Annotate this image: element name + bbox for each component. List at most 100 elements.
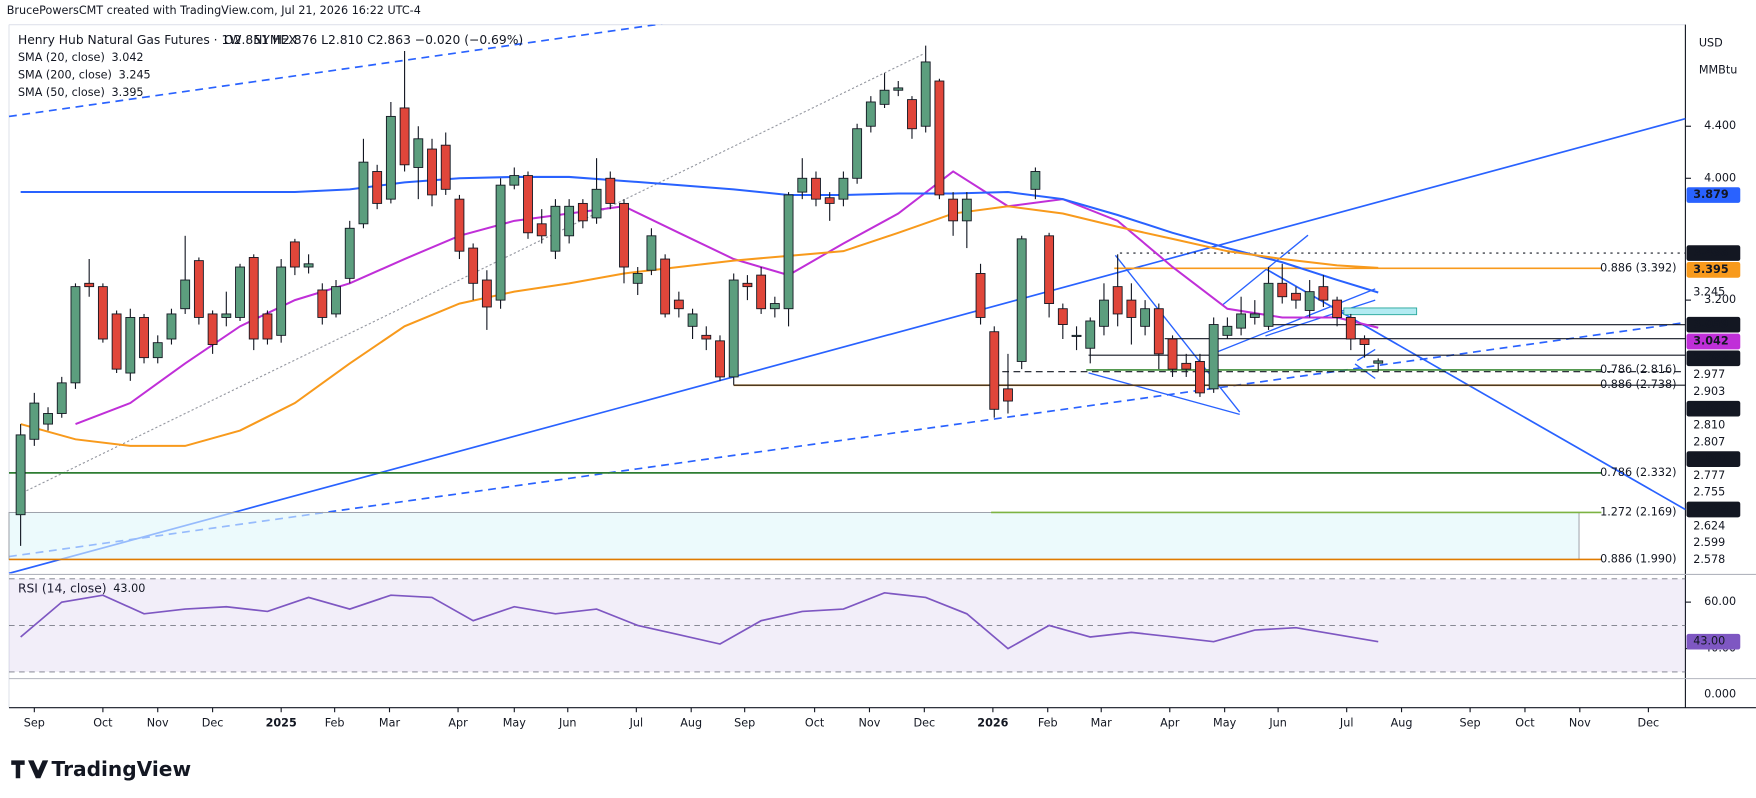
rsi-value-label: 43.00 <box>1693 635 1725 648</box>
price-label: 3.879 <box>1693 188 1729 201</box>
x-tick-label: Oct <box>1515 716 1535 729</box>
aux-axis-label: 0.000 <box>1704 687 1736 700</box>
candle-body <box>358 161 369 225</box>
candle-body <box>961 198 972 222</box>
candle-body <box>427 148 437 196</box>
candle-body <box>1359 338 1370 345</box>
price-label-box <box>1686 333 1741 350</box>
x-tick-label: Dec <box>202 716 224 729</box>
x-tick-label: Apr <box>448 716 468 729</box>
trendline <box>1088 372 1240 415</box>
rsi-pane <box>9 578 1686 673</box>
price-label: 2.807 <box>1693 435 1725 448</box>
price-label: 3.042 <box>1693 335 1728 348</box>
fib-label: 0.886 (1.990) <box>1600 552 1676 565</box>
price-label: 3.488 <box>1693 246 1729 259</box>
candle-body <box>1304 291 1315 311</box>
x-tick-label: Dec <box>913 716 935 729</box>
candle-body <box>1208 324 1219 390</box>
price-label-box <box>1686 400 1741 417</box>
x-tick-label: 2026 <box>977 716 1008 729</box>
trendline <box>8 117 1686 574</box>
price-label: 2.578 <box>1693 553 1725 566</box>
candle-body <box>1318 286 1329 301</box>
price-label-box <box>1686 245 1741 261</box>
candle-body <box>29 402 40 440</box>
candle-body <box>934 80 945 196</box>
sma-line <box>75 170 1379 426</box>
candle-body <box>865 101 876 127</box>
candle-body <box>1044 235 1055 304</box>
unit: MMBtu <box>1699 64 1737 77</box>
candle-body <box>56 382 67 414</box>
x-tick-label: Sep <box>24 716 45 729</box>
legend-name: SMA (50, close) <box>18 86 105 99</box>
candle-body <box>1030 171 1041 190</box>
y-tick-label: 3.200 <box>1704 293 1736 306</box>
candle-body <box>468 247 479 284</box>
candle-body <box>536 223 547 237</box>
y-tick-label: 4.400 <box>1704 119 1736 132</box>
candle-body <box>97 286 108 340</box>
price-label: 2.738 <box>1693 502 1729 515</box>
trendline <box>1222 234 1309 306</box>
fib-label: 1.272 (2.169) <box>1600 505 1676 518</box>
price-label-box <box>1686 350 1741 367</box>
price-label: 2.903 <box>1693 385 1725 398</box>
candle-body <box>70 286 81 384</box>
price-label: 3.395 <box>1693 263 1728 276</box>
candle-body <box>1249 313 1260 318</box>
candle-body <box>317 289 328 318</box>
candle-body <box>1195 360 1205 394</box>
candle-body <box>152 342 163 359</box>
x-tick-label: Jun <box>558 716 576 729</box>
candle-body <box>1153 308 1164 355</box>
price-label: 3.245 <box>1693 285 1725 298</box>
zone <box>1343 307 1418 316</box>
candle-body <box>591 188 602 219</box>
rsi-legend-value: 43.00 <box>113 582 145 595</box>
legend-value: 3.245 <box>119 69 151 82</box>
y-tick-label: 60.00 <box>1704 595 1736 608</box>
x-tick-label: May <box>503 716 527 729</box>
price-label-box <box>1686 187 1741 203</box>
candle-body <box>948 198 959 222</box>
rsi-value-box <box>1686 633 1741 650</box>
candle-body <box>577 202 588 222</box>
price-label: 2.599 <box>1693 536 1725 549</box>
candle-body <box>166 313 177 340</box>
candle-body <box>454 198 465 252</box>
candle-body <box>235 266 245 318</box>
candle-body <box>481 279 492 308</box>
credit: BrucePowersCMT created with TradingView.… <box>7 4 421 17</box>
x-tick-label: Feb <box>1038 716 1058 729</box>
candle-body <box>372 171 383 204</box>
candle-body <box>715 340 725 378</box>
x-tick-label: Nov <box>859 716 881 729</box>
x-tick-label: Feb <box>325 716 345 729</box>
price-label: 2.807 <box>1693 452 1728 465</box>
y-tick-label: 4.000 <box>1704 171 1736 184</box>
candle-body <box>1332 299 1343 318</box>
fib-label: 0.786 (2.816) <box>1600 363 1676 376</box>
x-tick-label: Nov <box>1569 716 1591 729</box>
candle-body <box>262 313 273 340</box>
candle-body <box>276 266 287 336</box>
x-tick-label: Nov <box>147 716 169 729</box>
price-label: 2.893 <box>1693 402 1728 415</box>
sma-line <box>20 175 1379 294</box>
candle-body <box>701 334 712 340</box>
candle-body <box>564 205 575 237</box>
candle-body <box>1016 238 1027 362</box>
footer-text: TradingView <box>52 757 192 781</box>
x-tick-label: Jun <box>1268 716 1286 729</box>
sma-line <box>20 205 1379 447</box>
candle-body <box>852 128 863 179</box>
x-tick-label: Sep <box>734 716 755 729</box>
x-tick-label: Aug <box>1391 716 1413 729</box>
price-label-box <box>1686 501 1741 518</box>
candle-body <box>1373 360 1384 364</box>
candle-body <box>221 313 232 318</box>
candle-body <box>440 144 451 190</box>
